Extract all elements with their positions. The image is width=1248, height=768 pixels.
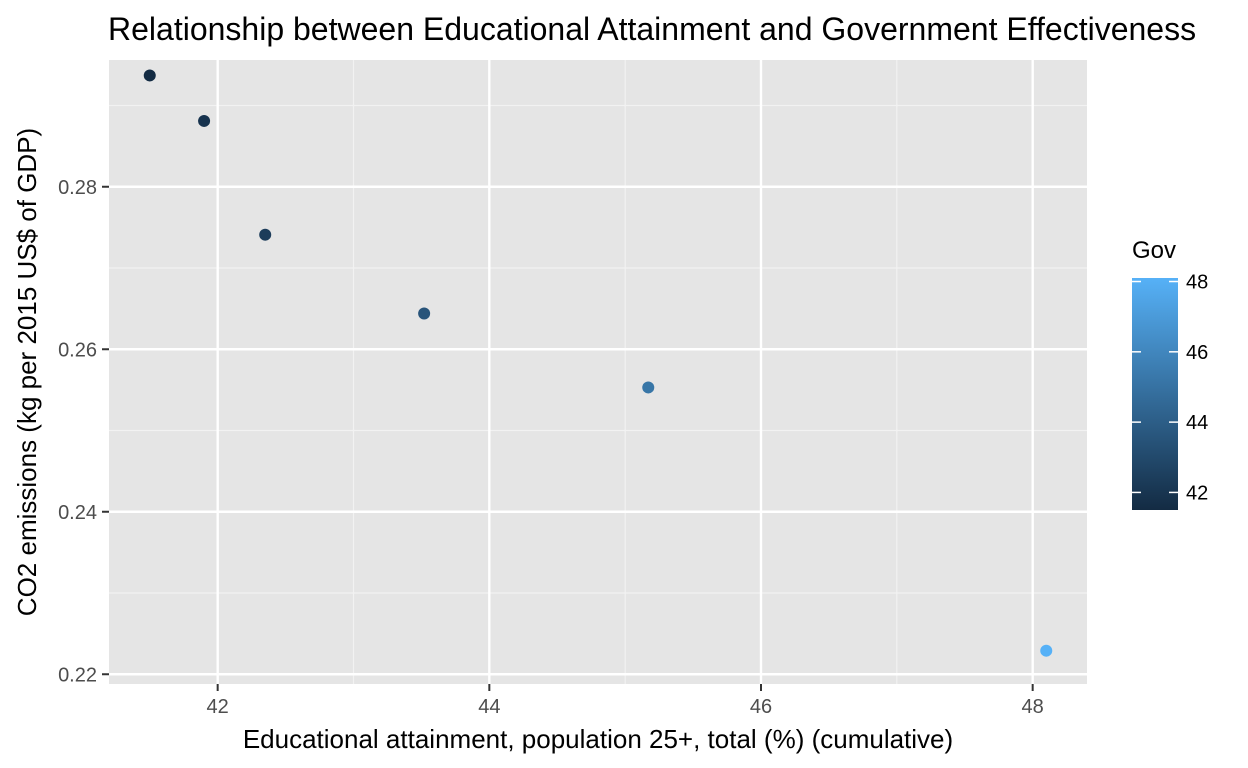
y-tick-label: 0.22 xyxy=(58,664,97,686)
legend-colorbar xyxy=(1132,278,1178,510)
plot-panel xyxy=(109,60,1087,684)
legend-tick-label: 42 xyxy=(1186,482,1208,504)
data-point xyxy=(143,69,156,82)
legend-tick-label: 48 xyxy=(1186,272,1208,294)
data-point xyxy=(259,228,272,241)
chart-title: Relationship between Educational Attainm… xyxy=(108,11,1196,47)
data-point xyxy=(1040,644,1053,657)
legend-title: Gov xyxy=(1132,237,1176,264)
grid-minor xyxy=(109,60,1087,684)
legend-tick-label: 46 xyxy=(1186,342,1208,364)
y-tick-label: 0.24 xyxy=(58,502,97,524)
y-tick-label: 0.28 xyxy=(58,177,97,199)
data-point xyxy=(642,381,655,394)
y-tick-label: 0.26 xyxy=(58,339,97,361)
axis-ticks: 42 44 46 48 0.22 0.24 0.26 0.28 xyxy=(58,177,1044,718)
x-tick-label: 46 xyxy=(750,696,772,718)
x-tick-label: 48 xyxy=(1022,696,1044,718)
grid-major xyxy=(109,60,1087,684)
y-axis-title: CO2 emissions (kg per 2015 US$ of GDP) xyxy=(12,128,42,616)
legend-tick-label: 44 xyxy=(1186,412,1208,434)
x-tick-label: 44 xyxy=(478,696,500,718)
x-tick-label: 42 xyxy=(207,696,229,718)
legend: Gov 42 44 46 48 xyxy=(1132,237,1208,510)
x-axis-title: Educational attainment, population 25+, … xyxy=(243,724,953,754)
data-points xyxy=(143,69,1053,657)
data-point xyxy=(418,307,431,320)
legend-ticks: 42 44 46 48 xyxy=(1132,272,1208,504)
data-point xyxy=(198,114,211,127)
